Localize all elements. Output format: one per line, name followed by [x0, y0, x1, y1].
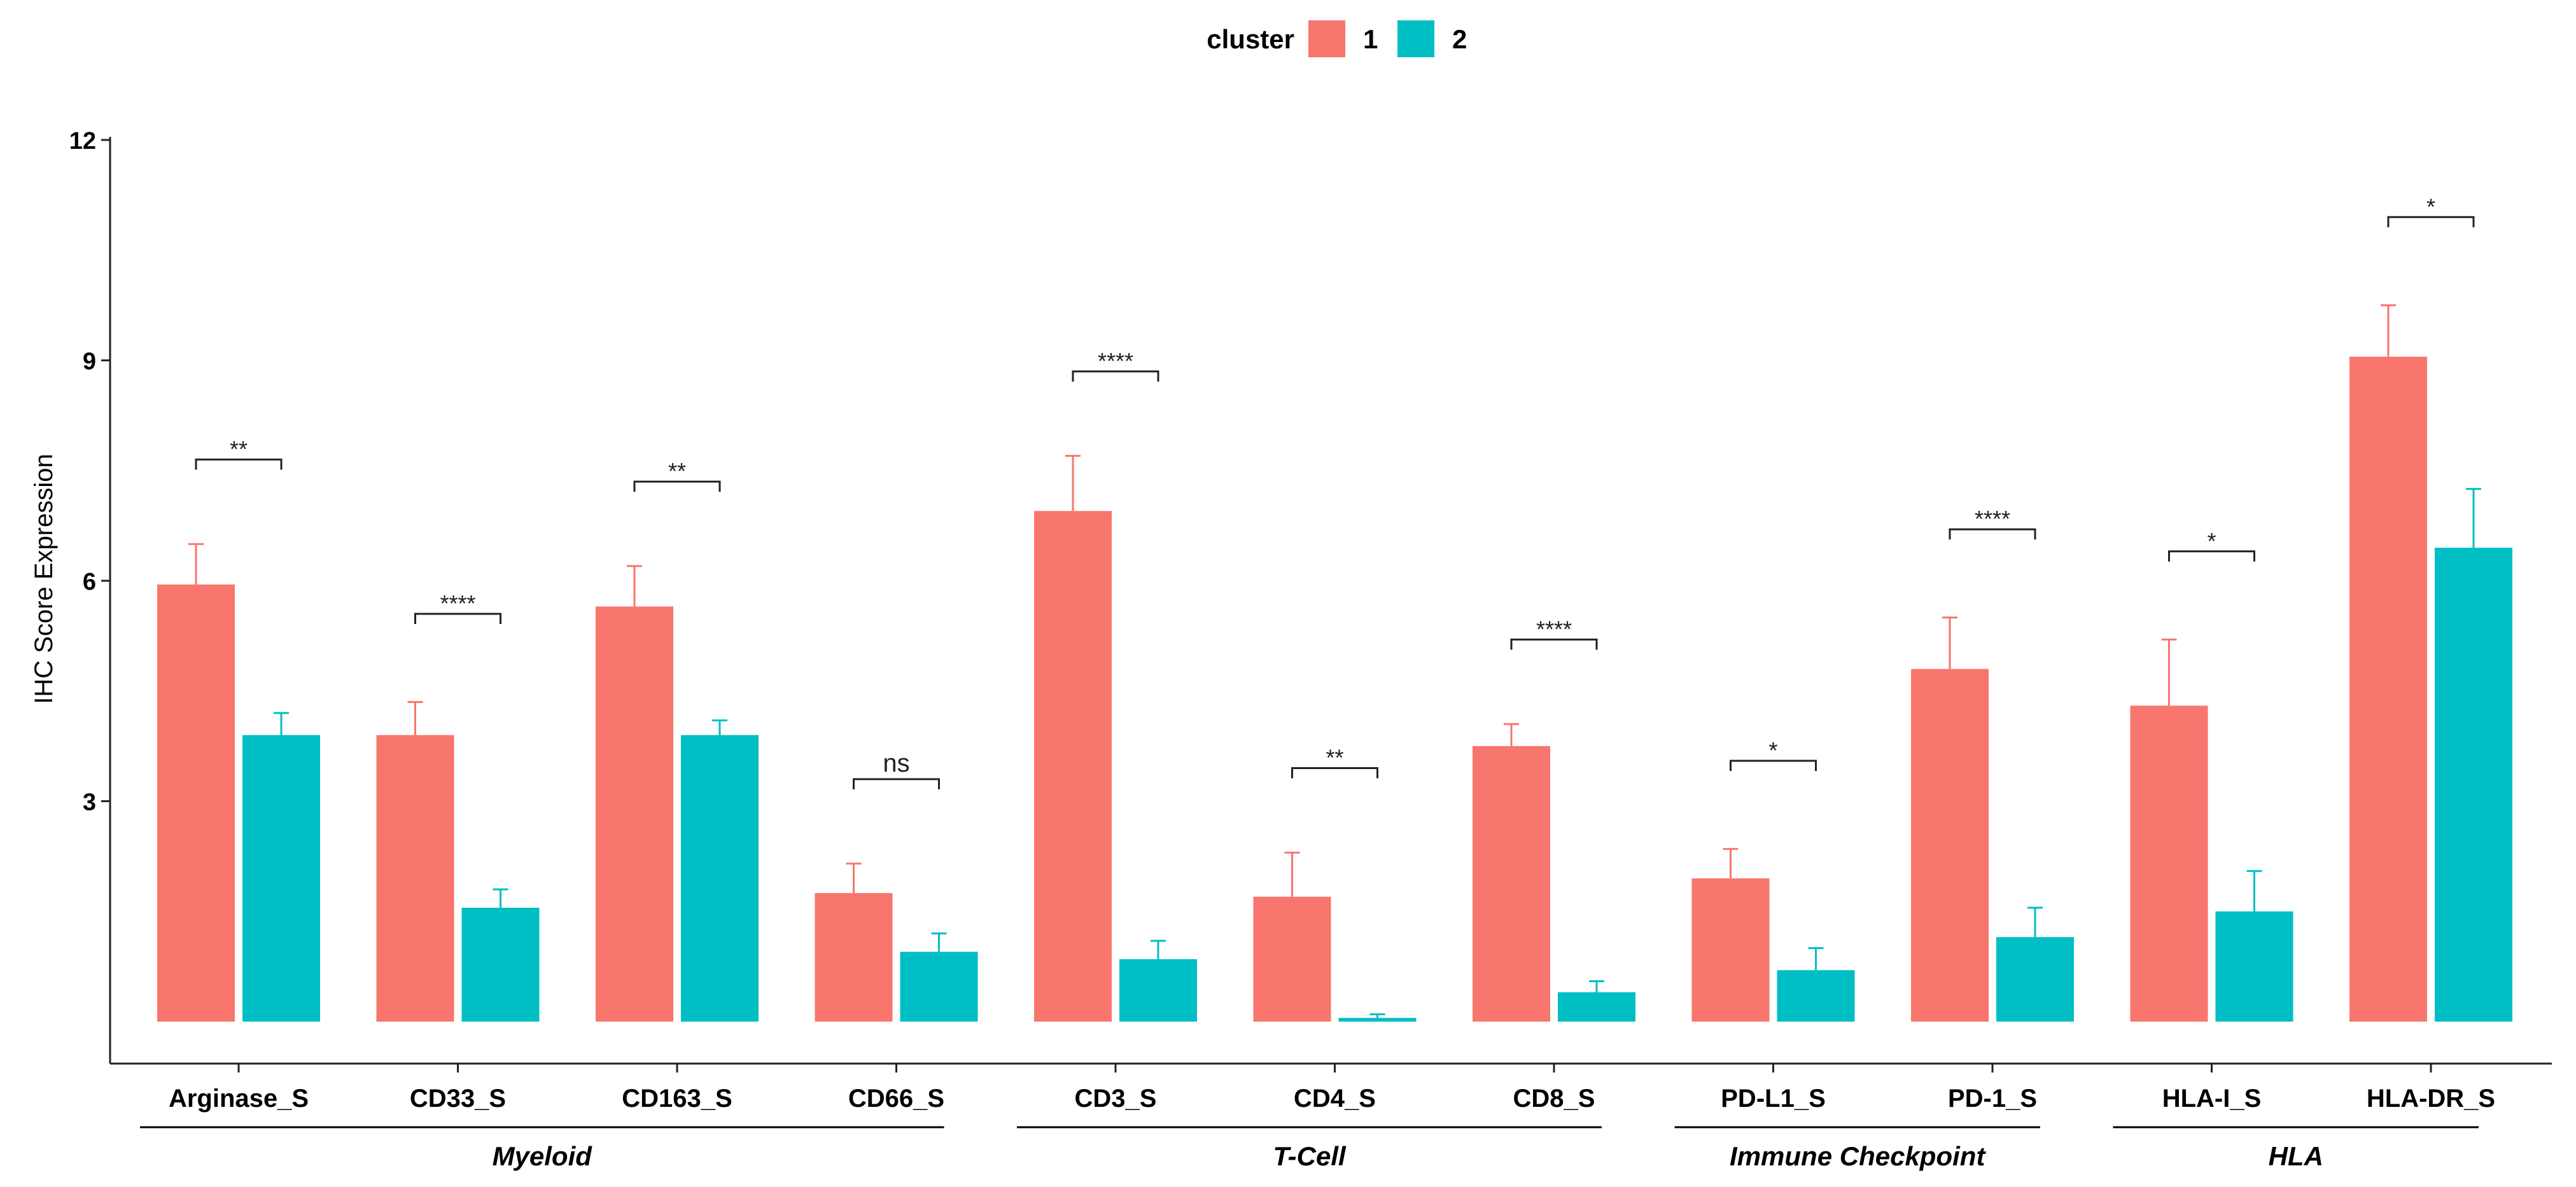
x-tick-label: CD8_S: [1513, 1085, 1595, 1113]
y-tick-label: 12: [69, 128, 96, 155]
x-ticks: Arginase_S CD33_S CD163_S CD66_S CD3_S CD4_S C…: [169, 1064, 2495, 1113]
bar-cluster-1-CD33_S: [376, 735, 454, 1022]
axes: [109, 137, 2552, 1065]
bar-cluster-2-HLA-I_S: [2215, 911, 2293, 1022]
x-tick-label: PD-L1_S: [1721, 1085, 1826, 1113]
bar-cluster-2-PD-1_S: [1996, 937, 2074, 1022]
x-tick-label: CD3_S: [1075, 1085, 1157, 1113]
bar-cluster-2-CD66_S: [900, 952, 978, 1022]
significance-label: **: [230, 436, 248, 462]
y-tick-label: 9: [83, 349, 96, 375]
bar-cluster-1-CD163_S: [596, 606, 673, 1022]
bar-cluster-2-HLA-DR_S: [2435, 548, 2512, 1022]
bar-cluster-1-CD3_S: [1034, 511, 1112, 1022]
x-tick-label: Arginase_S: [169, 1085, 309, 1113]
group-label-T-Cell: T-Cell: [1273, 1141, 1347, 1171]
x-tick-label: PD-1_S: [1948, 1085, 2037, 1113]
significance-bracket: [1072, 370, 1159, 382]
y-tick-label: 6: [83, 569, 96, 595]
category-groups: Myeloid T-Cell Immune Checkpoint HLA: [140, 1126, 2479, 1171]
y-axis-label: IHC Score Expression: [30, 454, 58, 704]
bar-cluster-1-PD-1_S: [1911, 669, 1989, 1022]
bar-cluster-2-CD4_S: [1338, 1018, 1417, 1022]
significance-bracket: [1949, 528, 2036, 540]
bar-cluster-1-PD-L1_S: [1691, 878, 1770, 1022]
x-tick-label: CD4_S: [1294, 1085, 1376, 1113]
legend-swatch-1: [1308, 20, 1345, 57]
bar-cluster-1-CD8_S: [1473, 746, 1550, 1022]
x-tick-label: CD33_S: [410, 1085, 506, 1113]
significance-bracket: [195, 458, 283, 470]
legend-label-1: 1: [1363, 24, 1378, 54]
significance-bracket: [2168, 550, 2255, 562]
significance-bracket: [2387, 216, 2475, 228]
x-tick-label: CD163_S: [622, 1085, 732, 1113]
bar-cluster-2-Arginase_S: [242, 735, 320, 1022]
significance-label: *: [2426, 193, 2435, 219]
bar-cluster-1-CD66_S: [815, 892, 893, 1022]
significance-bracket: [853, 778, 940, 789]
significance-label: ****: [1975, 506, 2010, 532]
significance-label: ****: [1536, 616, 1572, 642]
bar-cluster-2-CD3_S: [1119, 959, 1197, 1022]
group-label-HLA: HLA: [2269, 1141, 2323, 1171]
bar-cluster-1-Arginase_S: [157, 584, 235, 1022]
x-tick-label: HLA-DR_S: [2367, 1085, 2495, 1113]
significance-label: ns: [883, 749, 909, 777]
error-bars: [188, 304, 2481, 1018]
bar-cluster-2-CD8_S: [1558, 992, 1635, 1022]
significance-label: *: [1768, 737, 1777, 763]
significance-bracket: [1510, 638, 1598, 650]
legend-title: cluster: [1207, 24, 1294, 54]
bar-cluster-1-CD4_S: [1253, 896, 1331, 1022]
significance-bracket: [1291, 767, 1378, 779]
y-ticks: 3 6 9 12: [69, 128, 110, 816]
legend: cluster 1 2: [1207, 20, 1467, 57]
significance-label: **: [668, 458, 686, 484]
bar-cluster-1-HLA-DR_S: [2349, 356, 2427, 1022]
significance-bracket: [633, 480, 721, 492]
significance-bracket: [414, 613, 501, 624]
x-tick-label: CD66_S: [848, 1085, 944, 1113]
legend-label-2: 2: [1452, 24, 1467, 54]
x-tick-label: HLA-I_S: [2162, 1085, 2262, 1113]
significance-brackets: ********ns*****************: [195, 193, 2475, 789]
legend-swatch-2: [1397, 20, 1434, 57]
significance-label: **: [1326, 745, 1343, 771]
significance-label: ****: [440, 590, 475, 616]
bar-cluster-2-CD33_S: [461, 907, 540, 1022]
significance-label: *: [2207, 528, 2216, 554]
y-tick-label: 3: [83, 789, 96, 816]
significance-bracket: [1730, 760, 1817, 771]
bar-cluster-2-CD163_S: [681, 735, 759, 1022]
bar-cluster-1-HLA-I_S: [2130, 705, 2208, 1022]
group-label-Myeloid: Myeloid: [493, 1141, 593, 1171]
bar-cluster-2-PD-L1_S: [1777, 970, 1855, 1022]
group-label-Immune Checkpoint: Immune Checkpoint: [1730, 1141, 1986, 1171]
significance-label: ****: [1098, 348, 1133, 374]
bars: [157, 356, 2512, 1022]
